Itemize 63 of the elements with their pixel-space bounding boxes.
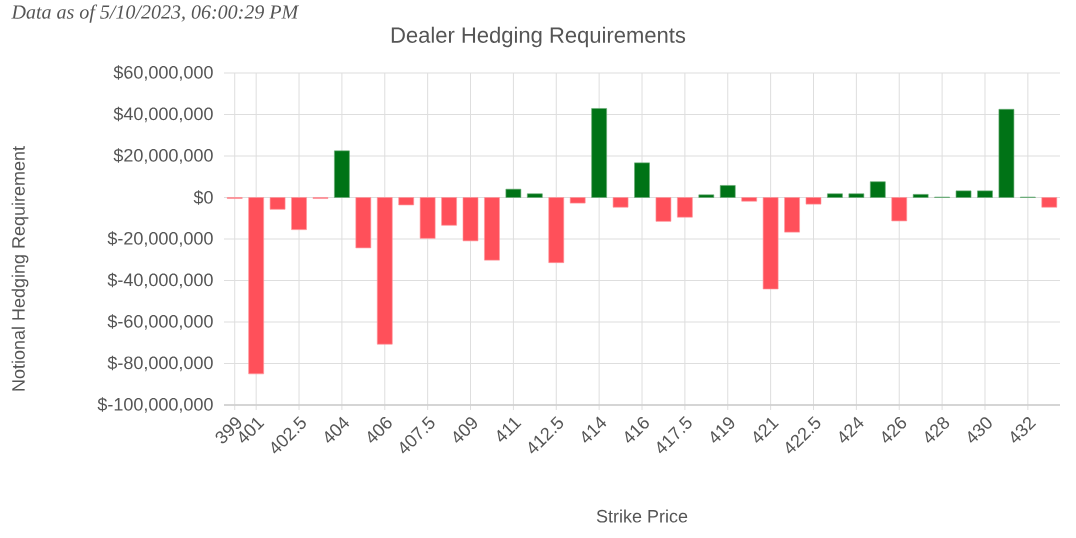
- bar: [334, 150, 350, 198]
- x-tick-label: 421: [753, 417, 779, 443]
- y-tick-label: $20,000,000: [113, 148, 213, 164]
- bar: [891, 197, 908, 222]
- bar: [291, 197, 307, 230]
- bar: [269, 197, 286, 210]
- x-tick-label: 411: [497, 417, 522, 442]
- x-tick-label: 399: [215, 417, 242, 444]
- bar: [355, 197, 372, 249]
- bar: [548, 197, 565, 263]
- bar: [784, 197, 800, 233]
- bar: [741, 197, 757, 202]
- x-axis-title: Strike Price: [596, 509, 688, 523]
- y-tick-label: $-40,000,000: [107, 272, 213, 289]
- bar: [912, 194, 929, 198]
- x-tick-label: 419: [710, 417, 735, 443]
- bar: [677, 197, 693, 218]
- bar: [634, 162, 650, 198]
- x-tick-label: 404: [325, 416, 350, 443]
- bar: [484, 197, 500, 261]
- chart-title: Dealer Hedging Requirements: [391, 26, 686, 48]
- x-tick-label: 401: [239, 417, 265, 443]
- x-tick-label: 426: [882, 417, 907, 443]
- bar: [569, 197, 586, 204]
- bar: [719, 185, 736, 198]
- y-tick-label: $-60,000,000: [107, 314, 213, 330]
- bar: [612, 197, 629, 208]
- y-tick-label: $-100,000,000: [97, 397, 213, 413]
- bar: [977, 190, 993, 198]
- bar: [591, 108, 607, 198]
- bar: [419, 197, 436, 239]
- y-axis-title: Notional Hedging Requirement: [11, 146, 29, 391]
- bar: [870, 181, 886, 198]
- y-tick-label: $-80,000,000: [107, 355, 213, 372]
- x-tick-label: 430: [968, 417, 992, 443]
- bar: [248, 197, 264, 375]
- x-tick-label: 432: [1011, 417, 1037, 443]
- bar: [848, 193, 865, 198]
- y-tick-label: $60,000,000: [113, 65, 213, 81]
- bar: [998, 109, 1015, 198]
- x-tick-label: 409: [453, 417, 477, 443]
- bar: [1041, 197, 1058, 208]
- x-tick-label: 406: [367, 417, 392, 443]
- bar: [462, 197, 479, 242]
- bar: [441, 197, 457, 226]
- x-tick-label: 424: [839, 416, 864, 443]
- y-tick-label: $0: [193, 190, 213, 205]
- bar: [527, 193, 543, 198]
- text: Data as of 5/10/2023, 06:00:29 PM: [11, 4, 300, 23]
- x-tick-label: 414: [582, 416, 607, 443]
- x-tick-label: 416: [625, 417, 649, 443]
- bar: [655, 197, 672, 222]
- bar: [505, 188, 522, 198]
- bar: [398, 197, 415, 206]
- y-tick-label: $40,000,000: [113, 106, 213, 123]
- y-tick-label: $-20,000,000: [107, 231, 213, 247]
- bar: [376, 197, 393, 345]
- bar: [827, 193, 843, 198]
- bar: [762, 197, 779, 290]
- x-tick-label: 428: [925, 417, 950, 443]
- bar: [955, 190, 972, 198]
- bar: [805, 197, 822, 205]
- bar: [698, 194, 715, 198]
